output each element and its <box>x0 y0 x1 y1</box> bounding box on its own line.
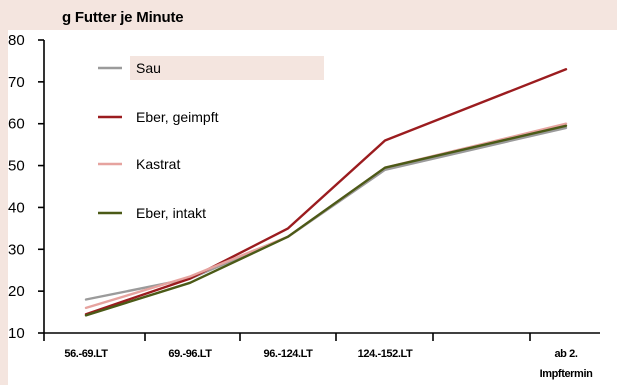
x-tick-label: 96.-124.LT <box>264 348 314 360</box>
x-tick-label: ab 2. <box>554 348 577 360</box>
x-tick-label: Impftermin <box>540 368 594 380</box>
legend-label: Sau <box>136 60 161 76</box>
legend-label: Kastrat <box>136 156 180 172</box>
x-tick-label: 69.-96.LT <box>168 348 212 360</box>
left-border-band <box>0 30 8 385</box>
y-tick-label: 70 <box>8 74 25 91</box>
legend-highlight <box>130 56 324 80</box>
x-tick-label: 56.-69.LT <box>64 348 108 360</box>
series-line-eber-geimpft <box>84 68 568 316</box>
title-band <box>0 0 617 30</box>
y-tick-label: 10 <box>8 325 25 342</box>
y-tick-label: 80 <box>8 32 25 49</box>
y-tick-label: 50 <box>8 158 25 175</box>
x-tick-label: 124.-152.LT <box>358 348 413 360</box>
y-tick-label: 40 <box>8 199 25 216</box>
y-tick-label: 20 <box>8 283 25 300</box>
y-tick-label: 60 <box>8 116 25 133</box>
chart-title: g Futter je Minute <box>62 9 184 26</box>
legend-label: Eber, intakt <box>136 205 206 221</box>
y-tick-label: 30 <box>8 241 25 258</box>
legend-label: Eber, geimpft <box>136 109 219 125</box>
series-line-eber-intakt <box>84 124 568 317</box>
